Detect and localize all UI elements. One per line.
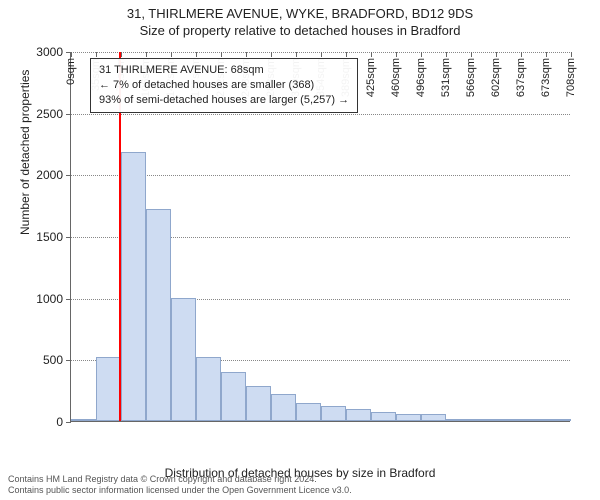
chart-area: 0500100015002000250030000sqm35sqm71sqm10… xyxy=(70,52,570,422)
xtick-mark xyxy=(446,52,447,57)
xtick-mark xyxy=(571,52,572,57)
ytick-label: 500 xyxy=(43,353,63,367)
xtick-mark xyxy=(396,52,397,57)
histogram-bar xyxy=(71,419,96,421)
xtick-mark xyxy=(521,52,522,57)
annotation-line-2: ← 7% of detached houses are smaller (368… xyxy=(99,78,349,93)
annotation-line-3: 93% of semi-detached houses are larger (… xyxy=(99,93,349,108)
histogram-bar xyxy=(496,419,521,421)
gridline xyxy=(71,114,570,115)
xtick-mark xyxy=(196,52,197,57)
ytick-label: 2000 xyxy=(36,168,63,182)
chart-title-line1: 31, THIRLMERE AVENUE, WYKE, BRADFORD, BD… xyxy=(0,6,600,21)
histogram-bar xyxy=(296,403,321,422)
histogram-bar xyxy=(521,419,546,421)
ytick-mark xyxy=(66,175,71,176)
ytick-mark xyxy=(66,422,71,423)
xtick-mark xyxy=(221,52,222,57)
ytick-label: 2500 xyxy=(36,107,63,121)
xtick-mark xyxy=(421,52,422,57)
histogram-bar xyxy=(271,394,296,421)
xtick-label: 637sqm xyxy=(515,58,527,97)
xtick-label: 425sqm xyxy=(365,58,377,97)
xtick-mark xyxy=(146,52,147,57)
chart-title-line2: Size of property relative to detached ho… xyxy=(0,23,600,38)
xtick-mark xyxy=(496,52,497,57)
ytick-mark xyxy=(66,299,71,300)
xtick-mark xyxy=(121,52,122,57)
histogram-bar xyxy=(446,419,471,421)
ytick-mark xyxy=(66,237,71,238)
footer-line-2: Contains public sector information licen… xyxy=(8,485,352,496)
histogram-bar xyxy=(196,357,221,421)
ytick-label: 1000 xyxy=(36,292,63,306)
histogram-bar xyxy=(371,412,396,421)
footer-line-1: Contains HM Land Registry data © Crown c… xyxy=(8,474,352,485)
xtick-label: 566sqm xyxy=(465,58,477,97)
histogram-bar xyxy=(471,419,496,421)
xtick-label: 496sqm xyxy=(415,58,427,97)
ytick-mark xyxy=(66,360,71,361)
histogram-bar xyxy=(96,357,121,421)
xtick-mark xyxy=(246,52,247,57)
ytick-label: 1500 xyxy=(36,230,63,244)
histogram-bar xyxy=(221,372,246,421)
ytick-label: 0 xyxy=(56,415,63,429)
xtick-mark xyxy=(296,52,297,57)
xtick-label: 460sqm xyxy=(390,58,402,97)
ytick-label: 3000 xyxy=(36,45,63,59)
xtick-mark xyxy=(271,52,272,57)
xtick-mark xyxy=(171,52,172,57)
xtick-mark xyxy=(96,52,97,57)
ytick-mark xyxy=(66,114,71,115)
histogram-bar xyxy=(346,409,371,421)
annotation-box: 31 THIRLMERE AVENUE: 68sqm ← 7% of detac… xyxy=(90,58,358,113)
xtick-label: 602sqm xyxy=(490,58,502,97)
histogram-bar xyxy=(171,298,196,421)
histogram-bar xyxy=(546,419,571,421)
chart-title-block: 31, THIRLMERE AVENUE, WYKE, BRADFORD, BD… xyxy=(0,0,600,38)
footer-attribution: Contains HM Land Registry data © Crown c… xyxy=(8,474,352,496)
xtick-mark xyxy=(546,52,547,57)
xtick-mark xyxy=(71,52,72,57)
xtick-mark xyxy=(321,52,322,57)
xtick-label: 708sqm xyxy=(565,58,577,97)
xtick-mark xyxy=(371,52,372,57)
histogram-bar xyxy=(396,414,421,421)
histogram-bar xyxy=(421,414,446,421)
xtick-label: 0sqm xyxy=(65,58,77,85)
xtick-label: 673sqm xyxy=(540,58,552,97)
annotation-line-1: 31 THIRLMERE AVENUE: 68sqm xyxy=(99,63,349,78)
y-axis-label: Number of detached properties xyxy=(18,70,32,235)
xtick-mark xyxy=(346,52,347,57)
histogram-bar xyxy=(121,152,146,421)
histogram-bar xyxy=(246,386,271,421)
xtick-label: 531sqm xyxy=(440,58,452,97)
histogram-bar xyxy=(321,406,346,421)
histogram-bar xyxy=(146,209,171,421)
xtick-mark xyxy=(471,52,472,57)
